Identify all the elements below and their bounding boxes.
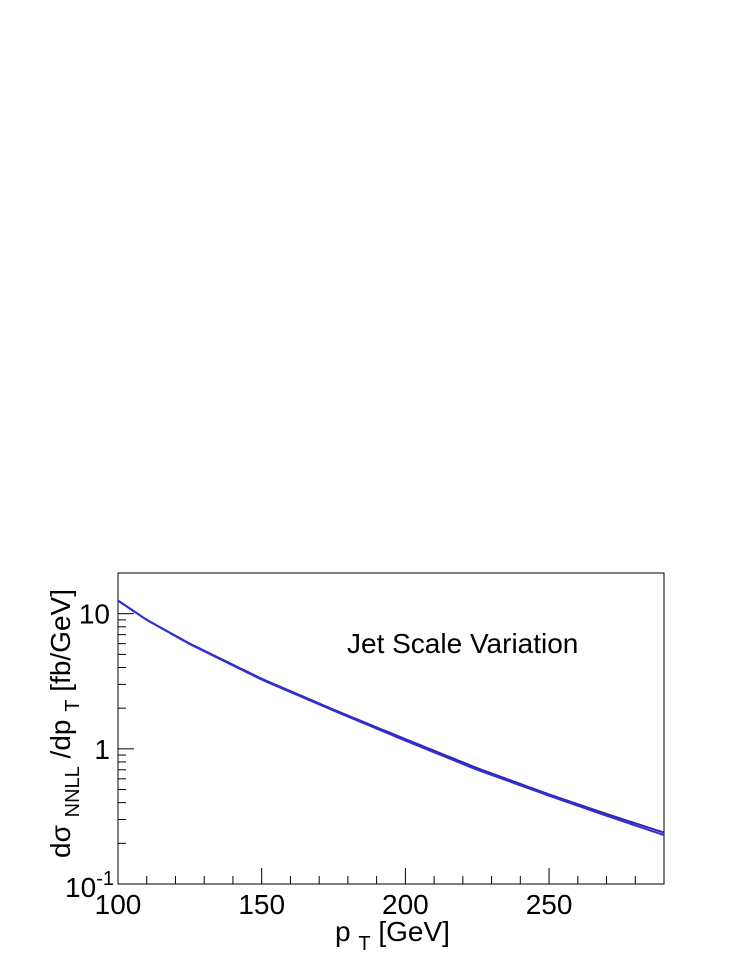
- series-layer: [117, 599, 665, 837]
- y-axis-title-sub1: NNLL: [62, 766, 84, 817]
- y-tick-label: 10: [79, 599, 110, 630]
- x-tick-label: 250: [526, 889, 573, 920]
- y-axis-title-sub2: T: [62, 700, 84, 712]
- series-line-1: [117, 599, 665, 837]
- y-axis-title-pre: dσ: [45, 825, 76, 858]
- x-tick-label: 200: [382, 889, 429, 920]
- axis-ticks: [117, 572, 665, 885]
- y-axis-title: dσ NNLL /dp T [fb/GeV]: [45, 589, 85, 858]
- x-axis-title-rest: [GeV]: [378, 916, 450, 947]
- x-tick-label: 150: [238, 889, 285, 920]
- y-tick-label: 1: [94, 734, 110, 765]
- x-axis-title: p T [GeV]: [335, 916, 450, 956]
- plot-frame: [117, 572, 665, 885]
- x-tick-label: 100: [95, 889, 142, 920]
- x-axis-title-sub: T: [358, 933, 370, 955]
- y-axis-title-rest: [fb/GeV]: [45, 589, 76, 692]
- y-axis-title-mid: /dp: [45, 720, 76, 759]
- x-axis-title-main: p: [335, 916, 351, 947]
- y-tick-label: 10-1: [65, 868, 114, 903]
- tick-labels: 100 150 200 250 10-1 1 10: [65, 599, 572, 920]
- annotation-text: Jet Scale Variation: [347, 628, 578, 659]
